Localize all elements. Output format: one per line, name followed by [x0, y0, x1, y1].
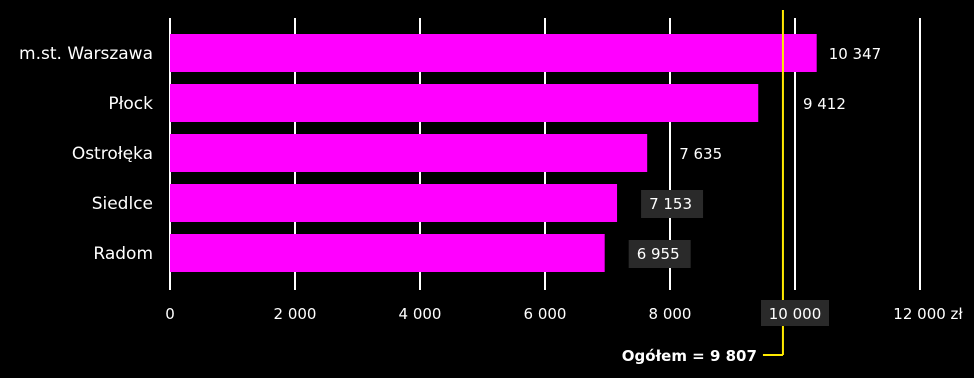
category-label: Siedlce: [92, 194, 153, 214]
value-label: 7 635: [679, 145, 722, 163]
x-tick-label: 8 000: [649, 305, 692, 323]
x-tick-label: 10 000: [769, 305, 822, 323]
x-tick-label: 12 000 zł: [893, 305, 963, 323]
x-axis-ticks: 0 2 000 4 000 6 000 8 000 10 000 12 000 zł: [165, 300, 963, 326]
x-tick-label: 4 000: [399, 305, 442, 323]
bar: [170, 184, 618, 222]
category-label: Radom: [93, 244, 153, 264]
x-tick-label: 2 000: [274, 305, 317, 323]
category-label: m.st. Warszawa: [19, 44, 153, 64]
category-label: Ostrołęka: [72, 144, 153, 164]
reference-line-label: Ogółem = 9 807: [622, 347, 757, 365]
value-label: 7 153: [649, 195, 692, 213]
reference-line-group: Ogółem = 9 807: [622, 10, 784, 365]
bar: [170, 34, 817, 72]
value-label: 6 955: [637, 245, 680, 263]
x-tick-label: 0: [165, 305, 175, 323]
value-label-box: [628, 240, 691, 268]
value-label: 10 347: [829, 45, 882, 63]
value-label: 9 412: [803, 95, 846, 113]
x-tick-label: 6 000: [524, 305, 567, 323]
bar: [170, 134, 648, 172]
value-label-box: [641, 190, 704, 218]
category-label: Płock: [108, 94, 153, 114]
bar: [170, 84, 759, 122]
category-labels: m.st. Warszawa Płock Ostrołęka Siedlce Radom: [19, 44, 153, 264]
value-labels: 10 347 9 412 7 635 7 153 6 955: [628, 45, 882, 268]
tick-label-box: [761, 300, 829, 326]
bars-group: [170, 34, 817, 272]
bar: [170, 234, 605, 272]
